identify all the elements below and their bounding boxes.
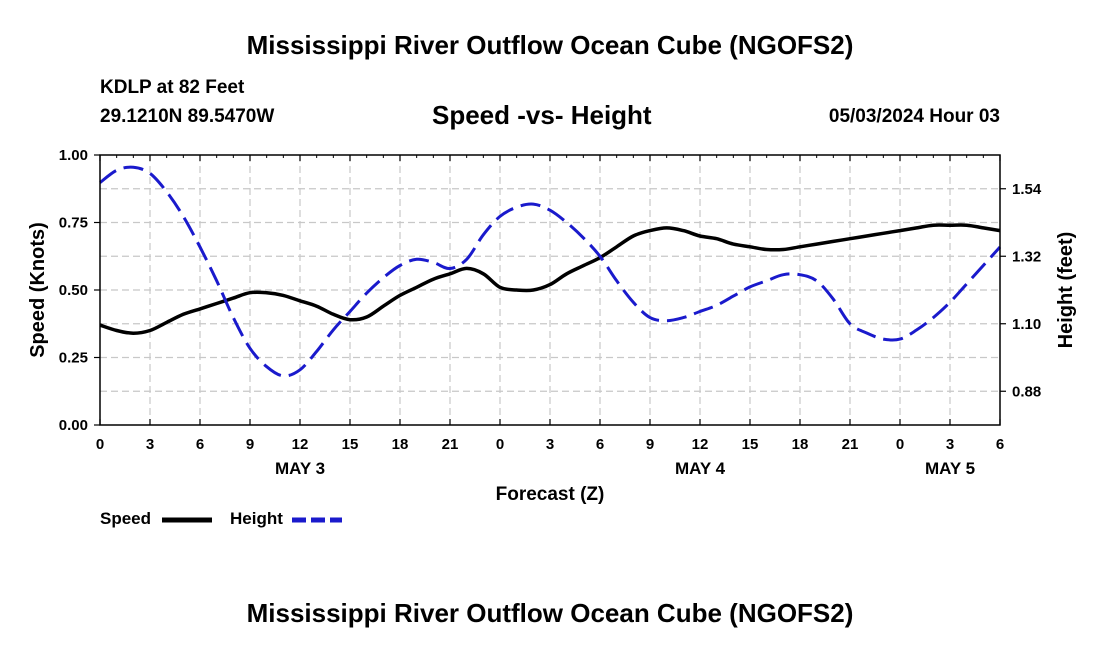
day-label: MAY 5 (925, 459, 975, 478)
x-tick-label: 18 (392, 436, 409, 453)
x-tick-label: 12 (692, 436, 709, 453)
x-tick-label: 9 (646, 436, 654, 453)
x-tick-label: 15 (342, 436, 359, 453)
footer-title: Mississippi River Outflow Ocean Cube (NG… (246, 598, 854, 628)
y-tick-label: 0.25 (59, 350, 88, 367)
legend-speed-label: Speed (100, 509, 152, 528)
series-layer (99, 165, 1002, 378)
forecast-date-label: 05/03/2024 Hour 03 (828, 106, 1000, 127)
y-tick-label: 0.75 (59, 215, 88, 232)
x-tick-label: 3 (946, 436, 954, 453)
station-label: KDLP at 82 Feet (100, 77, 245, 98)
coordinates-label: 29.1210N 89.5470W (100, 106, 275, 127)
x-axis-label: Forecast (Z) (496, 484, 605, 505)
x-tick-label: 3 (546, 436, 554, 453)
day-label: MAY 4 (675, 459, 726, 478)
x-tick-label: 6 (596, 436, 604, 453)
x-tick-label: 0 (896, 436, 904, 453)
x-tick-label: 6 (996, 436, 1004, 453)
height-series-line (99, 165, 1002, 378)
y2-tick-label: 1.54 (1012, 181, 1042, 198)
x-tick-label: 0 (496, 436, 504, 453)
speed-height-chart: 0 3 6 9 12 15 18 21 0 3 6 9 12 15 18 21 0 3 6 MAY 3 MAY 4 MAY… (27, 147, 1077, 523)
day-label: MAY 3 (275, 459, 325, 478)
chart-title: Speed -vs- Height (432, 100, 652, 130)
y-tick-label: 1.00 (59, 147, 88, 164)
speed-series-line (99, 223, 1001, 335)
y2-tick-label: 0.88 (1012, 383, 1041, 400)
y2-tick-label: 1.32 (1012, 248, 1041, 265)
y-tick-label: 0.50 (59, 282, 88, 299)
axis-ticks: 0 3 6 9 12 15 18 21 0 3 6 9 12 15 18 21 0 3 6 MAY 3 MAY 4 MAY… (59, 147, 1042, 478)
y2-axis-label: Height (feet) (1055, 232, 1077, 349)
legend-height-label: Height (230, 509, 283, 528)
x-tick-label: 21 (442, 436, 459, 453)
x-tick-label: 12 (292, 436, 309, 453)
y2-tick-label: 1.10 (1012, 316, 1041, 333)
grid-lines (100, 155, 1000, 425)
y-axis-label: Speed (Knots) (27, 222, 49, 358)
main-title: Mississippi River Outflow Ocean Cube (NG… (246, 30, 854, 60)
x-tick-label: 15 (742, 436, 759, 453)
x-tick-label: 18 (792, 436, 809, 453)
x-tick-label: 6 (196, 436, 204, 453)
x-tick-label: 9 (246, 436, 254, 453)
y-tick-label: 0.00 (59, 417, 88, 434)
x-tick-label: 3 (146, 436, 154, 453)
x-tick-label: 21 (842, 436, 859, 453)
x-tick-label: 0 (96, 436, 104, 453)
